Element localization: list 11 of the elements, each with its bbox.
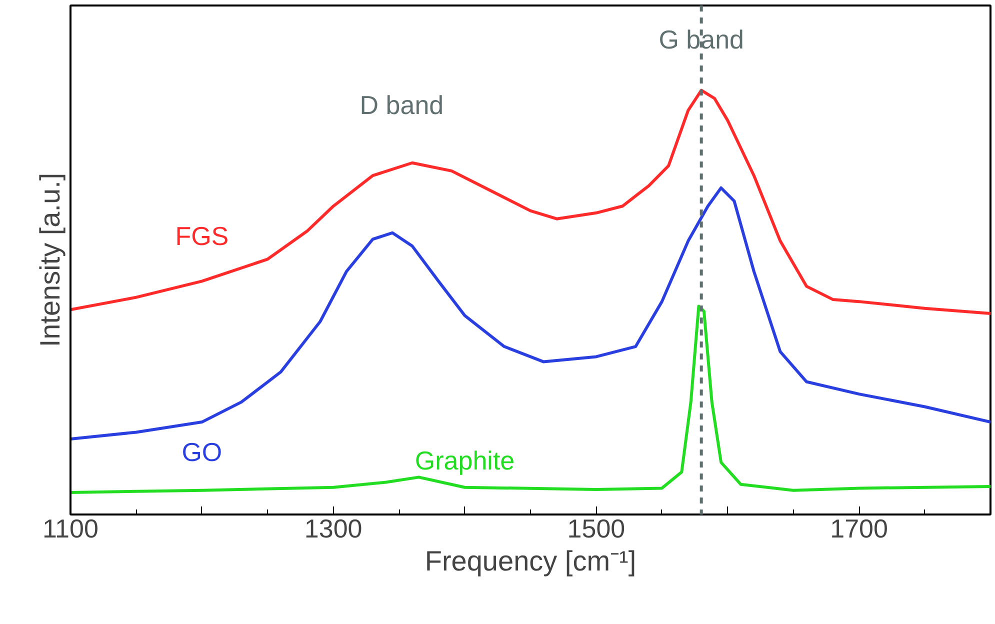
ref-line-label: G band [658,24,744,54]
annotation: D band [360,90,444,120]
x-tick-label: 1500 [567,514,626,544]
x-tick-label: 1700 [830,514,888,544]
x-axis-title: Frequency [cm⁻¹] [424,546,636,576]
series-label: FGS [175,221,229,252]
series-label: GO [182,437,222,468]
y-axis-title: Intensity [a.u.] [34,172,66,348]
series-label: Graphite [414,445,515,476]
x-tick-label: 1100 [42,514,98,544]
x-tick-label: 1300 [304,514,362,544]
